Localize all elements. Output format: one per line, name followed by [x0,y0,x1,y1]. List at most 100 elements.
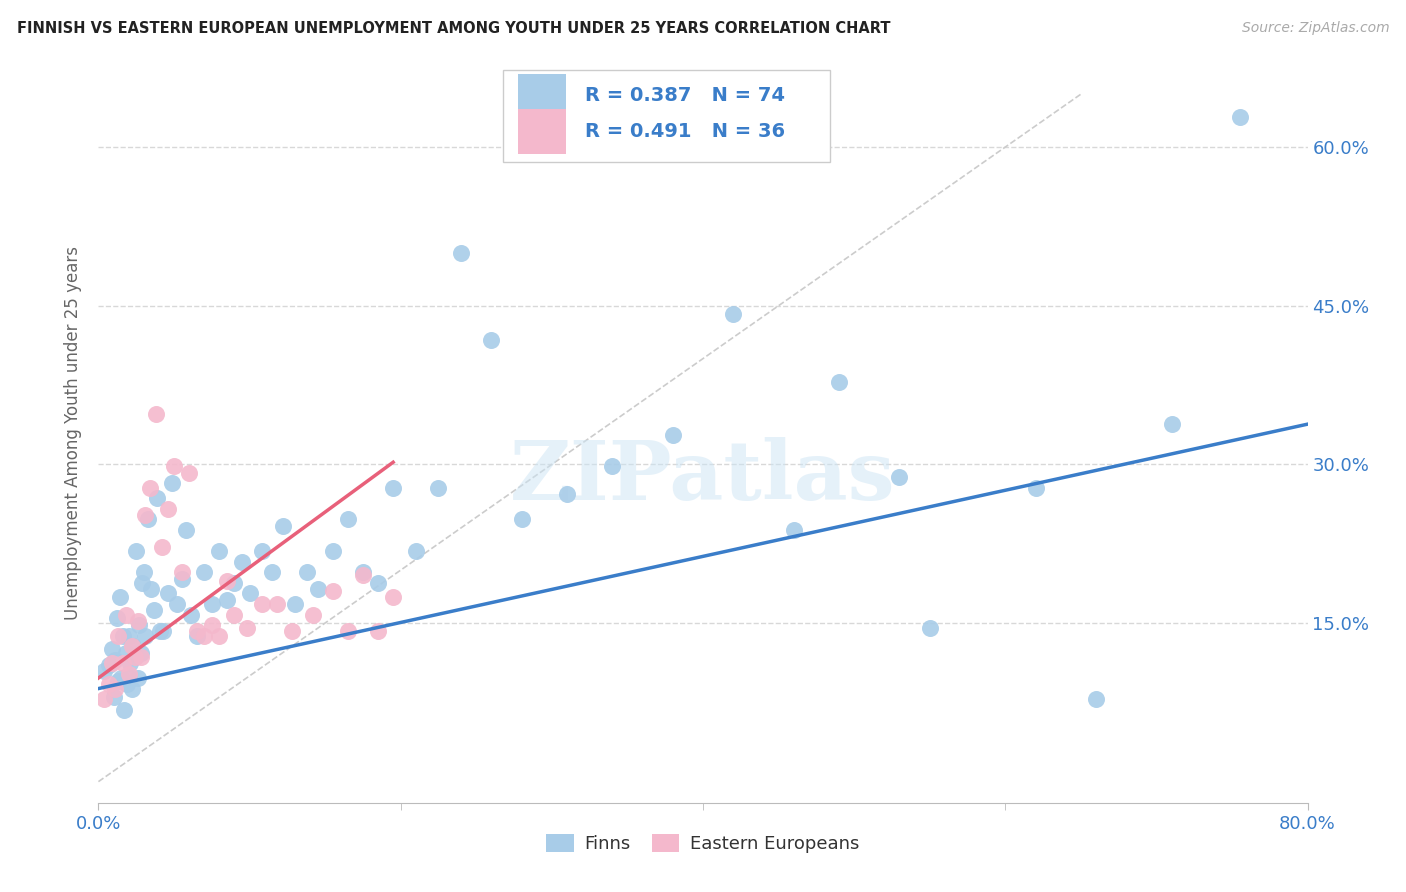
Point [150,540,173,554]
Point [427,481,450,495]
Point [93,692,115,706]
Point [156,501,179,516]
Point [163,459,186,474]
Point [271,518,294,533]
Point [250,597,273,611]
Point [510,512,533,526]
Point [93,664,115,678]
Point [1024,481,1046,495]
Point [193,566,215,580]
Point [166,597,188,611]
Point [111,629,134,643]
Point [295,566,318,580]
Point [322,544,344,558]
Point [186,629,208,643]
Point [208,629,231,643]
Bar [517,109,567,153]
Point [108,590,131,604]
Point [131,575,153,590]
Point [110,671,132,685]
Point [125,544,148,558]
Point [918,621,941,635]
FancyBboxPatch shape [503,70,830,162]
Point [98,677,121,691]
Point [107,629,129,643]
Point [127,614,149,628]
Point [1085,692,1108,706]
Point [224,607,246,622]
Point [134,629,156,643]
Point [215,574,238,588]
Point [141,582,163,596]
Point [101,642,124,657]
Text: R = 0.491   N = 36: R = 0.491 N = 36 [585,122,785,141]
Point [162,476,184,491]
Text: ZIPatlas: ZIPatlas [510,437,896,517]
Point [111,656,134,670]
Point [201,618,224,632]
Point [201,597,224,611]
Point [114,646,136,660]
Point [105,611,128,625]
Point [104,653,127,667]
Point [121,640,143,654]
Point [250,544,273,558]
Text: FINNISH VS EASTERN EUROPEAN UNEMPLOYMENT AMONG YOUTH UNDER 25 YEARS CORRELATION : FINNISH VS EASTERN EUROPEAN UNEMPLOYMENT… [17,21,890,36]
Point [124,649,146,664]
Point [103,690,125,704]
Point [889,470,911,484]
Point [129,649,152,664]
Point [134,508,156,522]
Point [122,640,145,654]
Point [179,466,201,480]
Point [101,656,124,670]
Point [281,624,304,639]
Point [602,459,624,474]
Point [118,629,141,643]
Point [193,629,215,643]
Point [224,575,246,590]
Point [783,523,806,537]
Point [146,491,169,506]
Point [149,624,172,639]
Point [136,512,159,526]
Point [231,555,253,569]
Point [120,656,142,670]
Point [284,597,307,611]
Point [322,584,344,599]
Point [104,681,127,696]
Y-axis label: Unemployment Among Youth under 25 years: Unemployment Among Youth under 25 years [63,245,82,620]
Point [139,481,162,495]
Point [1160,417,1182,432]
Point [128,618,150,632]
Point [382,590,405,604]
Point [114,607,136,622]
Point [145,407,167,421]
Point [107,674,129,689]
Point [118,671,141,685]
Point [127,671,149,685]
Text: R = 0.387   N = 74: R = 0.387 N = 74 [585,87,785,105]
Bar [517,73,567,118]
Point [235,621,257,635]
Point [367,624,389,639]
Point [382,481,405,495]
Text: Source: ZipAtlas.com: Source: ZipAtlas.com [1241,21,1389,35]
Point [174,523,197,537]
Point [152,624,174,639]
Point [1229,111,1251,125]
Point [170,566,193,580]
Point [143,603,166,617]
Point [661,427,683,442]
Point [208,544,231,558]
Point [129,646,152,660]
Point [555,487,578,501]
Point [112,703,135,717]
Point [170,572,193,586]
Point [302,607,325,622]
Point [367,575,389,590]
Point [405,544,427,558]
Point [336,512,359,526]
Point [266,597,288,611]
Point [156,586,179,600]
